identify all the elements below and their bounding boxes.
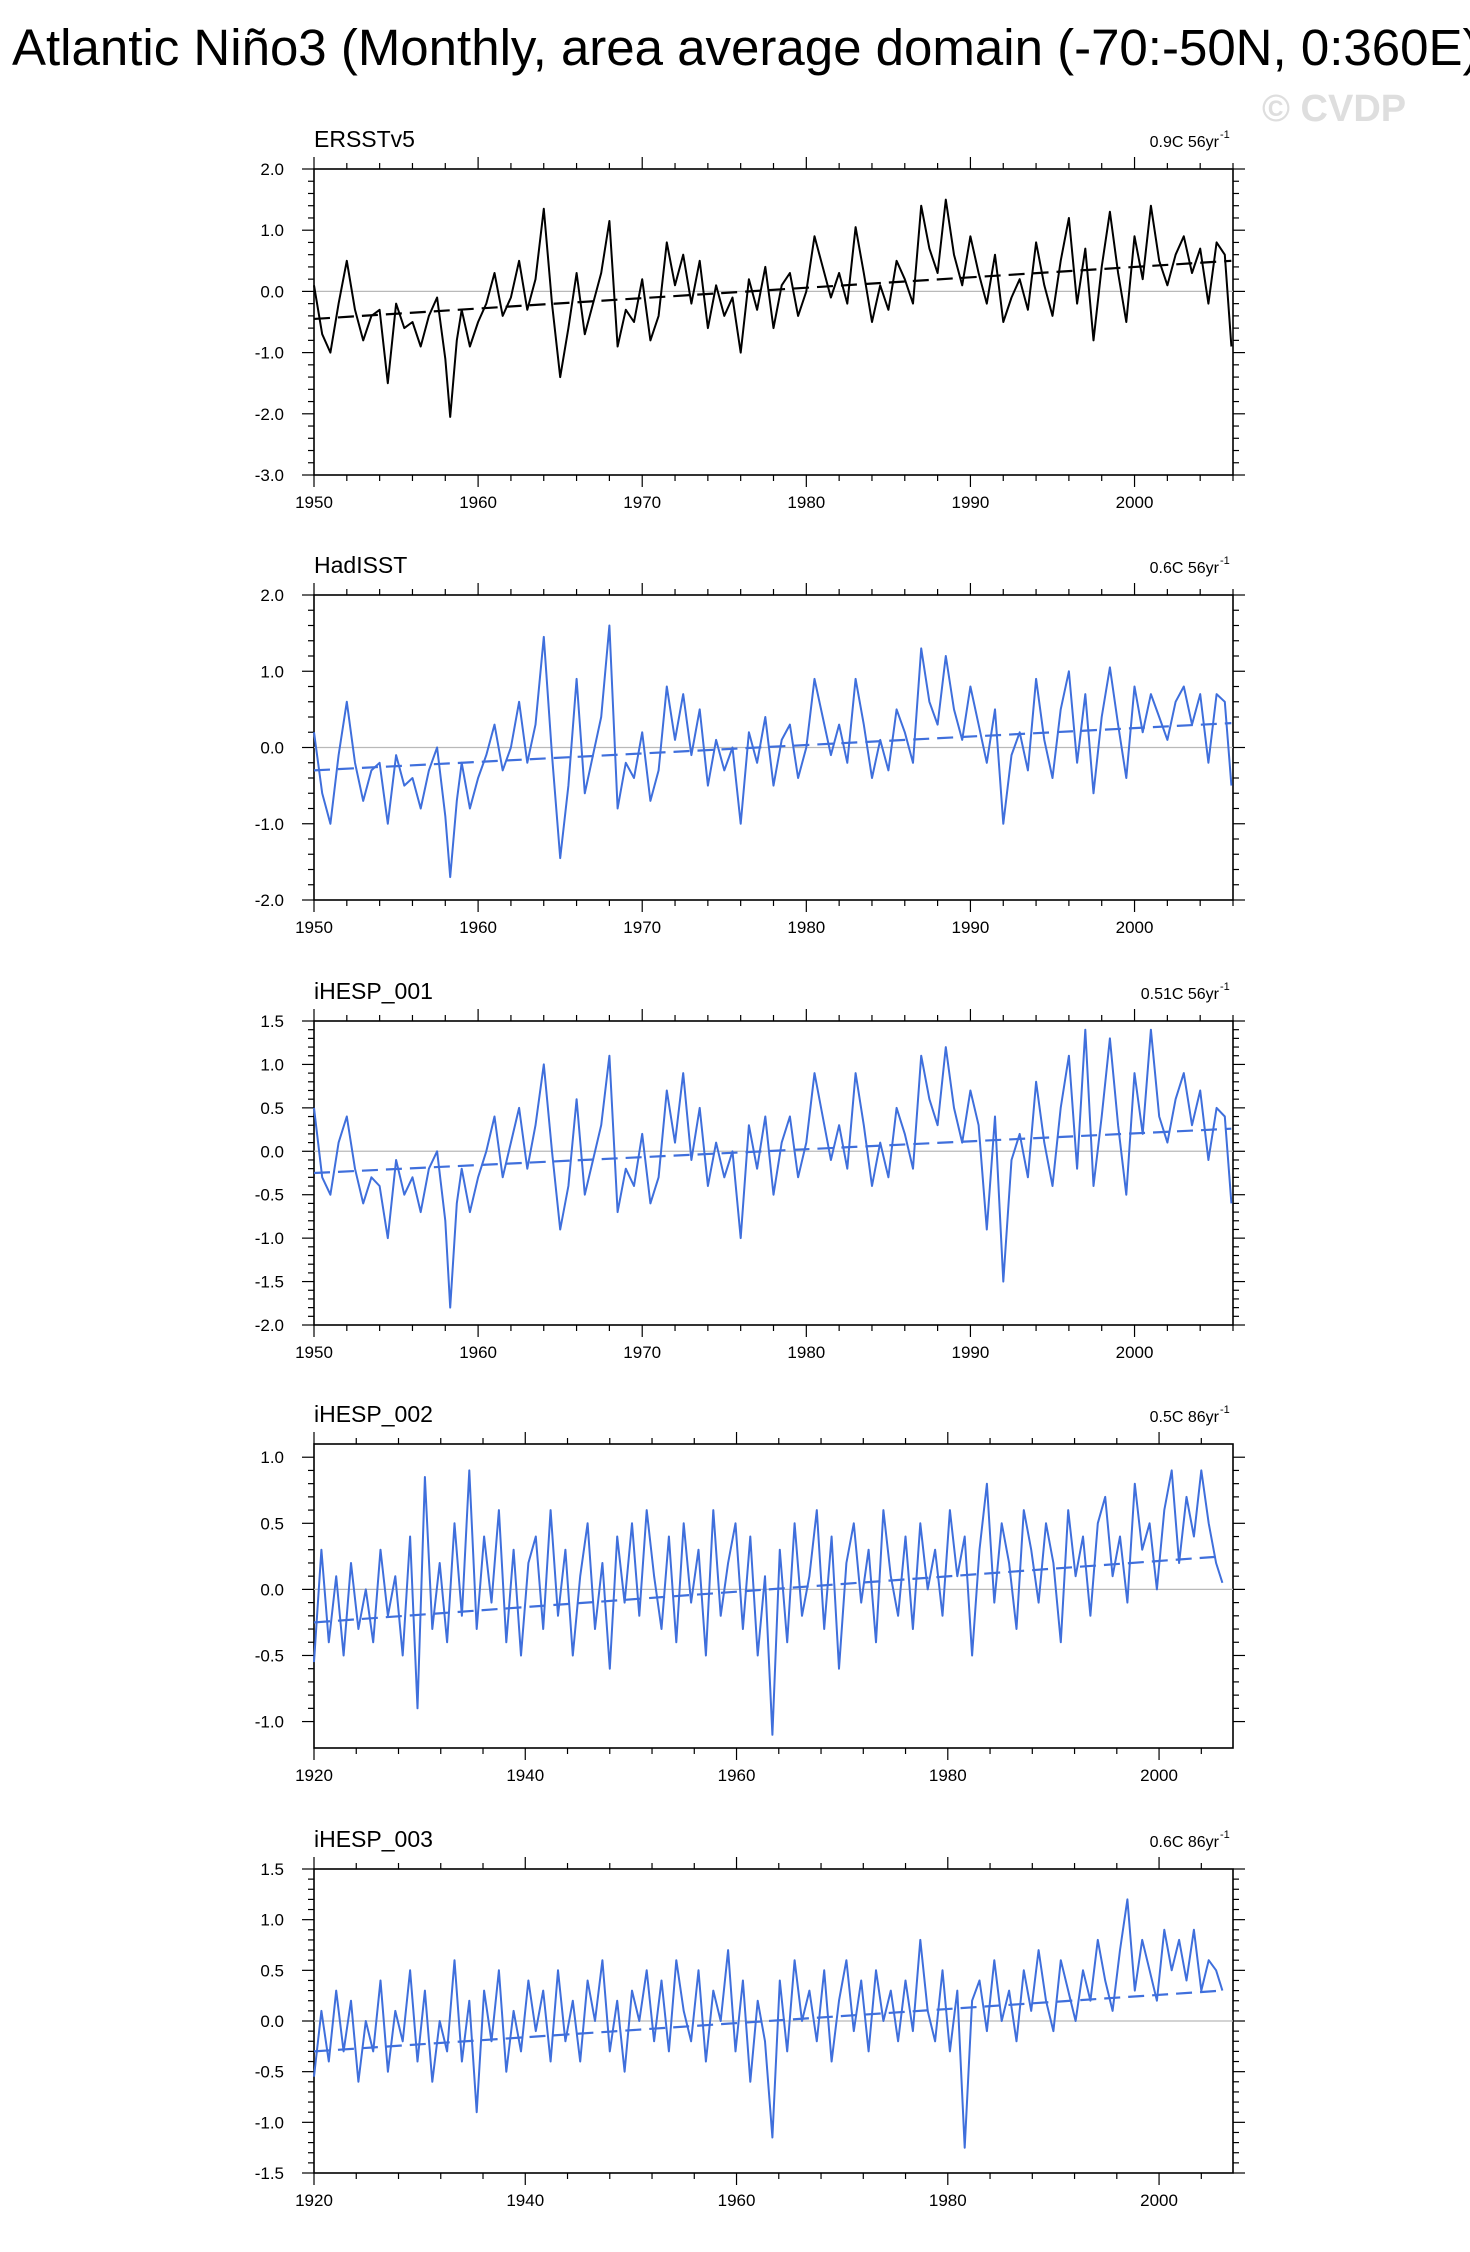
- chart-5-ytick-label: 1.0: [260, 1911, 284, 1930]
- chart-1-ytick-label: -2.0: [255, 405, 284, 424]
- chart-2-title: HadISST: [314, 552, 407, 578]
- chart-4-xtick-label: 1940: [506, 1766, 544, 1785]
- chart-4-series-line: [313, 1469, 1224, 1736]
- chart-3-xtick-label: 1980: [787, 1343, 825, 1362]
- chart-5-xtick-label: 1940: [506, 2191, 544, 2210]
- chart-3-xtick-label: 1960: [459, 1343, 497, 1362]
- chart-5-ytick-label: 1.5: [260, 1860, 284, 1879]
- chart-2-ytick-label: 1.0: [260, 662, 284, 681]
- chart-2-trend-line: [313, 722, 1232, 772]
- chart-3-ytick-label: -2.0: [255, 1316, 284, 1335]
- chart-3-ytick-label: -0.5: [255, 1186, 284, 1205]
- chart-1-ytick-label: 1.0: [260, 221, 284, 240]
- chart-3-title: iHESP_001: [314, 978, 433, 1004]
- chart-1-ytick-label: -1.0: [255, 344, 284, 363]
- chart-5-xtick-label: 1920: [295, 2191, 333, 2210]
- chart-1-xtick-label: 1970: [623, 493, 661, 512]
- chart-5-trend-line: [313, 1989, 1223, 2053]
- chart-4-xtick-label: 1960: [718, 1766, 756, 1785]
- chart-2-ytick-label: 2.0: [260, 586, 284, 605]
- chart-3-ytick-label: 0.5: [260, 1099, 284, 1118]
- chart-2-series-line: [313, 624, 1233, 879]
- chart-5-xtick-label: 1960: [718, 2191, 756, 2210]
- chart-3-xtick-label: 2000: [1116, 1343, 1154, 1362]
- chart-2-xtick-label: 1950: [295, 918, 333, 937]
- chart-4-xtick-label: 1920: [295, 1766, 333, 1785]
- chart-4-ytick-label: 1.0: [260, 1448, 284, 1467]
- chart-3-ytick-label: 1.0: [260, 1055, 284, 1074]
- chart-4-ytick-label: 0.5: [260, 1514, 284, 1533]
- chart-2-xtick-label: 2000: [1116, 918, 1154, 937]
- chart-1-trend-label-sup: -1: [1220, 129, 1230, 141]
- chart-5-ytick-label: 0.5: [260, 1961, 284, 1980]
- chart-2-trend-label: 0.6C 56yr: [1150, 560, 1220, 577]
- chart-2-xtick-label: 1960: [459, 918, 497, 937]
- chart-4-ytick-label: -0.5: [255, 1646, 284, 1665]
- chart-4-trend-line: [313, 1555, 1223, 1624]
- chart-2-xtick-label: 1970: [623, 918, 661, 937]
- chart-3-ytick-label: 1.5: [260, 1012, 284, 1031]
- chart-1-ytick-label: -3.0: [255, 466, 284, 485]
- chart-2-xtick-label: 1980: [787, 918, 825, 937]
- chart-3-trend-line: [313, 1127, 1232, 1175]
- chart-1-trend-line: [313, 259, 1232, 321]
- chart-3-ytick-label: -1.5: [255, 1273, 284, 1292]
- chart-1-xtick-label: 1980: [787, 493, 825, 512]
- chart-5-ytick-label: 0.0: [260, 2012, 284, 2031]
- chart-1-xtick-label: 1990: [952, 493, 990, 512]
- chart-1-trend-label: 0.9C 56yr: [1150, 134, 1220, 151]
- chart-3-ytick-label: 0.0: [260, 1142, 284, 1161]
- chart-4-ytick-label: 0.0: [260, 1580, 284, 1599]
- watermark: © CVDP: [1262, 88, 1407, 130]
- chart-5-ytick-label: -1.0: [255, 2113, 284, 2132]
- chart-4-xtick-label: 2000: [1140, 1766, 1178, 1785]
- chart-2-ytick-label: -2.0: [255, 891, 284, 910]
- chart-5-ytick-label: -0.5: [255, 2063, 284, 2082]
- chart-3-xtick-label: 1990: [952, 1343, 990, 1362]
- chart-4-title: iHESP_002: [314, 1401, 433, 1427]
- chart-1-xtick-label: 2000: [1116, 493, 1154, 512]
- chart-1-xtick-label: 1960: [459, 493, 497, 512]
- chart-5-trend-label-sup: -1: [1220, 1829, 1230, 1841]
- chart-4-trend-label-sup: -1: [1220, 1404, 1230, 1416]
- page-title: Atlantic Niño3 (Monthly, area average do…: [12, 19, 1470, 76]
- chart-5-title: iHESP_003: [314, 1826, 433, 1852]
- chart-3-xtick-label: 1970: [623, 1343, 661, 1362]
- chart-3-trend-label-sup: -1: [1220, 981, 1230, 993]
- chart-4-trend-label: 0.5C 86yr: [1150, 1409, 1220, 1426]
- chart-2-ytick-label: 0.0: [260, 739, 284, 758]
- chart-3-xtick-label: 1950: [295, 1343, 333, 1362]
- chart-3-ytick-label: -1.0: [255, 1229, 284, 1248]
- chart-2-ytick-label: -1.0: [255, 815, 284, 834]
- chart-1-ytick-label: 0.0: [260, 282, 284, 301]
- chart-5-ytick-label: -1.5: [255, 2164, 284, 2183]
- chart-1-ytick-label: 2.0: [260, 160, 284, 179]
- chart-5-xtick-label: 1980: [929, 2191, 967, 2210]
- chart-4-ytick-label: -1.0: [255, 1713, 284, 1732]
- chart-2-xtick-label: 1990: [952, 918, 990, 937]
- chart-3-trend-label: 0.51C 56yr: [1141, 986, 1220, 1003]
- chart-4-xtick-label: 1980: [929, 1766, 967, 1785]
- chart-5-xtick-label: 2000: [1140, 2191, 1178, 2210]
- chart-5-series-line: [313, 1898, 1224, 2149]
- chart-3-series-line: [313, 1028, 1233, 1309]
- chart-5-trend-label: 0.6C 86yr: [1150, 1834, 1220, 1851]
- chart-4-frame: [313, 1443, 1234, 1749]
- chart-1-title: ERSSTv5: [314, 126, 415, 152]
- chart-2-trend-label-sup: -1: [1220, 555, 1230, 567]
- chart-1-series-line: [313, 198, 1233, 418]
- chart-1-xtick-label: 1950: [295, 493, 333, 512]
